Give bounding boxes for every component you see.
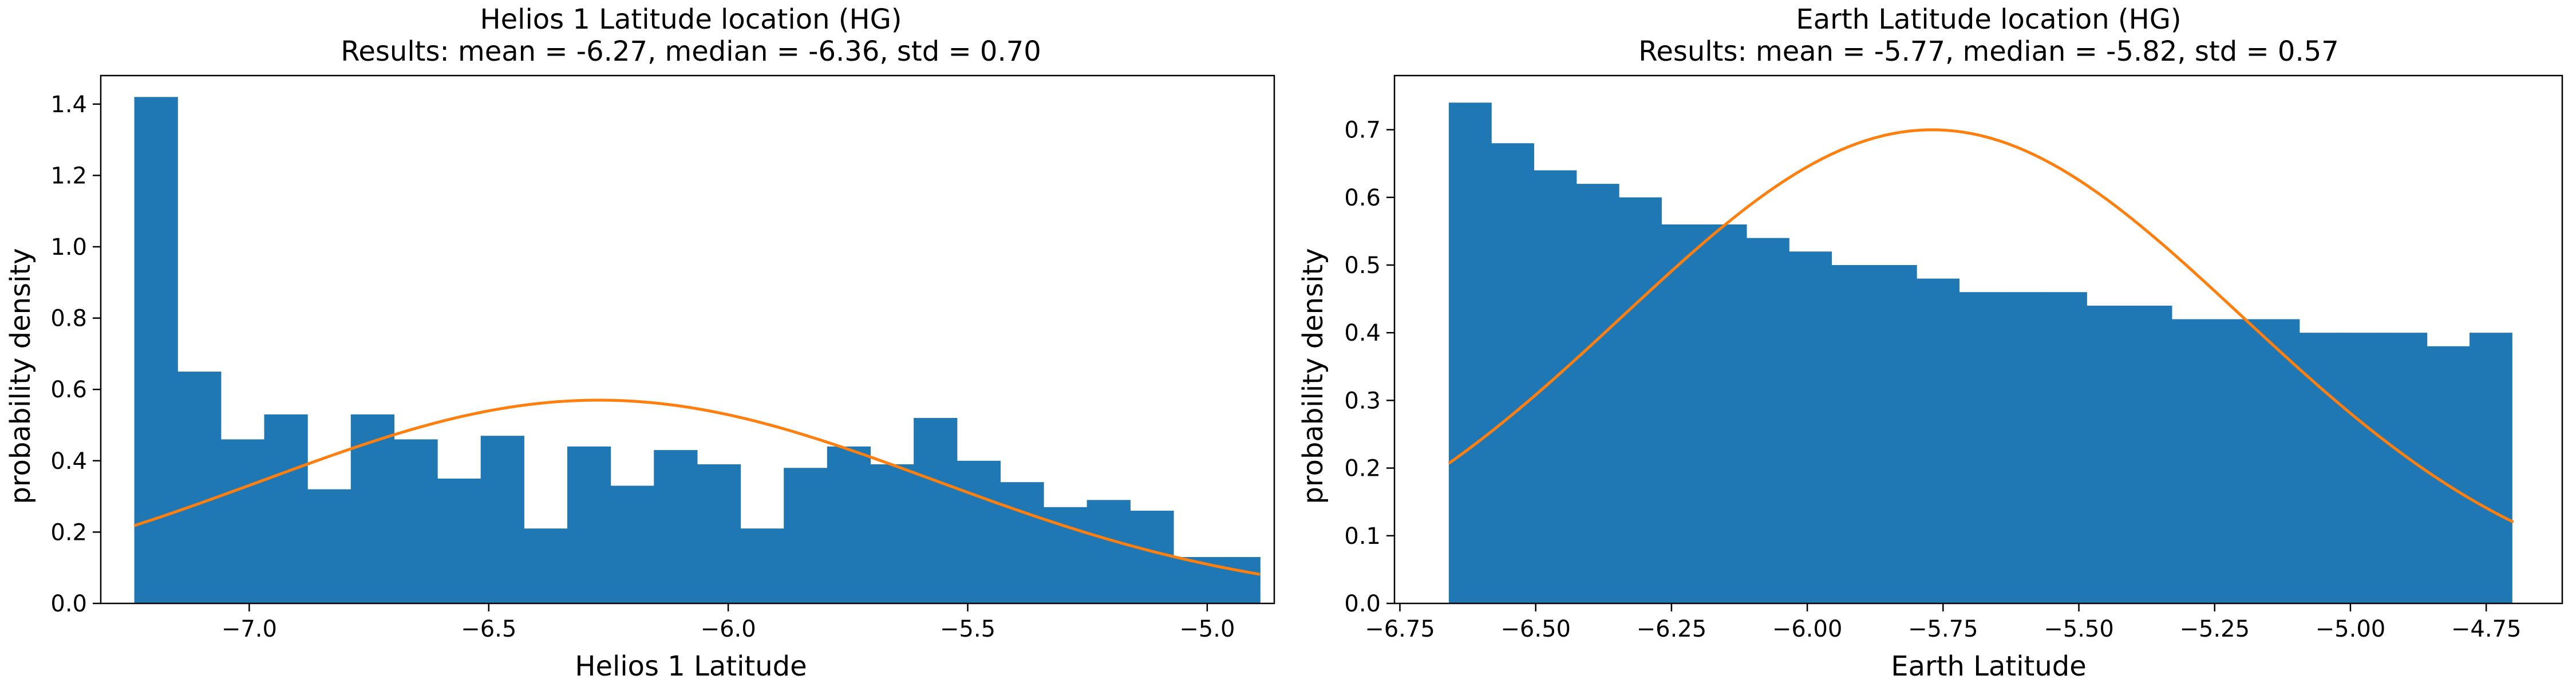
- x-tick-label: −7.0: [222, 616, 277, 642]
- histogram-bar: [1086, 500, 1131, 603]
- histogram-bar: [1959, 292, 2002, 603]
- axes-frame: [1393, 74, 2563, 605]
- x-tick-label: −6.5: [461, 616, 516, 642]
- x-tick-label: −5.75: [1908, 616, 1978, 642]
- histogram-bar: [697, 464, 741, 603]
- histogram-bar: [784, 468, 828, 603]
- histogram-bar: [2129, 305, 2172, 603]
- plot-area: −7.0 −6.5 −6.0 −5.5 −5.0 0.0 0.2 0.4 0.6 0.8 1.0 1.…: [50, 74, 1275, 642]
- y-tick-label: 0.6: [50, 377, 87, 403]
- chart-earth-latitude: Earth Latitude location (HG) Results: me…: [1297, 3, 2563, 682]
- histogram-bar: [220, 439, 265, 603]
- histogram-bar: [1789, 251, 1832, 603]
- x-tick-label: −5.5: [940, 616, 995, 642]
- histogram-bar: [1746, 238, 1789, 603]
- y-tick-label: 1.4: [50, 92, 87, 118]
- histogram-bar: [2257, 319, 2300, 603]
- histogram-bar: [957, 460, 1001, 603]
- axes-frame: [100, 74, 1275, 605]
- histogram-bar: [1130, 511, 1174, 603]
- x-tick-label: −5.0: [1179, 616, 1235, 642]
- histogram-bar: [1491, 143, 1535, 603]
- histogram-bar: [2469, 333, 2512, 603]
- histogram-bar: [2342, 333, 2385, 603]
- histogram-bar: [524, 528, 568, 603]
- histogram-bar: [870, 464, 914, 603]
- histogram-bar: [2044, 292, 2087, 603]
- normal-fit-line: [1448, 128, 2514, 524]
- y-tick-label: 0.1: [1344, 523, 1381, 550]
- y-tick-label: 0.3: [1344, 388, 1381, 414]
- x-tick-label: −5.25: [2179, 616, 2250, 642]
- y-axis-label: probability density: [1297, 248, 1329, 504]
- y-tick-label: 0.4: [1344, 320, 1381, 346]
- normal-fit-line: [133, 398, 1261, 576]
- x-axis-label: Helios 1 Latitude: [575, 650, 807, 682]
- y-tick-label: 0.2: [50, 519, 87, 546]
- histogram-bar: [827, 446, 871, 603]
- histogram-bar: [134, 97, 178, 604]
- histogram-bar: [1661, 224, 1705, 603]
- histogram-bar: [437, 478, 481, 603]
- x-tick-label: −4.75: [2451, 616, 2522, 642]
- x-tick-label: −6.0: [701, 616, 756, 642]
- y-tick-label: 0.0: [1344, 591, 1381, 617]
- histogram-bar: [2001, 292, 2045, 603]
- chart-helios-latitude: Helios 1 Latitude location (HG) Results:…: [5, 3, 1275, 682]
- histogram-bar: [1216, 557, 1261, 603]
- histogram-bar: [1704, 224, 1747, 603]
- chart-subtitle: Results: mean = -6.27, median = -6.36, s…: [341, 35, 1041, 68]
- histogram-bar: [2214, 319, 2258, 603]
- y-axis-label: probability density: [5, 248, 37, 504]
- chart-title: Earth Latitude location (HG): [1796, 3, 2181, 35]
- y-tick-label: 1.0: [50, 234, 87, 260]
- y-tick-label: 0.4: [50, 448, 87, 475]
- y-tick-label: 0.6: [1344, 185, 1381, 211]
- histogram-bar: [610, 485, 654, 603]
- histogram-bar: [654, 450, 698, 603]
- histogram-bar: [2087, 305, 2130, 603]
- histogram-bar: [1576, 184, 1619, 604]
- x-tick-label: −6.25: [1637, 616, 1707, 642]
- y-tick-label: 0.5: [1344, 252, 1381, 279]
- histogram-bar: [307, 489, 351, 603]
- histogram-bar: [1917, 278, 1960, 604]
- histogram-bar: [2299, 333, 2342, 603]
- histogram-bar: [914, 418, 958, 603]
- histogram-bar: [1831, 264, 1875, 603]
- histogram-bar: [2171, 319, 2215, 603]
- x-tick-label: −6.50: [1500, 616, 1571, 642]
- x-axis-label: Earth Latitude: [1891, 650, 2087, 682]
- plot-area: −6.75 −6.50 −6.25 −6.00 −5.75 −5.50 −5.25 −5.00…: [1344, 74, 2563, 642]
- histogram-bar: [1874, 264, 1917, 603]
- chart-title: Helios 1 Latitude location (HG): [480, 3, 902, 35]
- histogram-bar: [264, 414, 308, 603]
- histogram-bar: [1448, 102, 1492, 604]
- y-tick-label: 0.8: [50, 306, 87, 332]
- histogram-bar: [1044, 507, 1088, 603]
- y-tick-label: 0.7: [1344, 117, 1381, 144]
- histogram-bar: [1619, 197, 1662, 603]
- y-tick-label: 0.0: [50, 591, 87, 617]
- y-tick-label: 1.2: [50, 163, 87, 189]
- histogram-bar: [394, 439, 438, 603]
- y-tick-label: 0.2: [1344, 456, 1381, 482]
- histogram-bar: [1534, 170, 1577, 603]
- histogram-bar: [480, 436, 524, 603]
- histogram-bar: [567, 446, 611, 603]
- x-tick-label: −5.50: [2044, 616, 2114, 642]
- histogram-bar: [1000, 482, 1044, 603]
- x-tick-label: −6.75: [1365, 616, 1435, 642]
- x-tick-label: −6.00: [1772, 616, 1843, 642]
- histogram-bar: [740, 528, 784, 603]
- histogram-bar: [177, 372, 222, 603]
- x-tick-label: −5.00: [2316, 616, 2386, 642]
- chart-subtitle: Results: mean = -5.77, median = -5.82, s…: [1638, 35, 2339, 68]
